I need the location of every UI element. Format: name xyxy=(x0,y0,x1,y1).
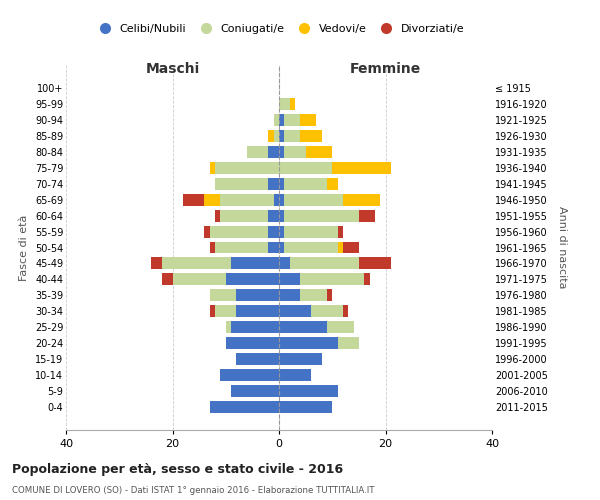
Bar xyxy=(290,98,295,110)
Y-axis label: Anni di nascita: Anni di nascita xyxy=(557,206,567,289)
Text: Femmine: Femmine xyxy=(350,62,421,76)
Bar xyxy=(210,162,215,173)
Bar xyxy=(236,306,279,318)
Bar xyxy=(231,386,279,398)
Bar xyxy=(301,274,364,285)
Bar xyxy=(279,322,327,334)
Bar xyxy=(284,226,338,237)
Bar xyxy=(327,290,332,302)
Bar xyxy=(279,402,332,413)
Bar xyxy=(215,178,268,190)
Bar xyxy=(284,178,327,190)
Bar xyxy=(279,178,284,190)
Bar xyxy=(268,226,279,237)
Bar xyxy=(226,338,279,349)
Bar xyxy=(284,194,343,205)
Bar xyxy=(236,290,279,302)
Bar xyxy=(162,258,231,270)
Bar xyxy=(220,210,268,222)
Bar xyxy=(183,194,205,205)
Bar xyxy=(220,194,274,205)
Bar xyxy=(343,194,380,205)
Bar xyxy=(274,114,279,126)
Bar xyxy=(284,242,338,254)
Bar xyxy=(210,306,215,318)
Bar xyxy=(327,178,338,190)
Bar xyxy=(327,322,353,334)
Bar xyxy=(173,274,226,285)
Bar xyxy=(279,114,284,126)
Bar xyxy=(301,130,322,141)
Bar xyxy=(279,146,284,158)
Bar xyxy=(279,162,332,173)
Bar xyxy=(279,338,338,349)
Bar xyxy=(301,114,316,126)
Text: Popolazione per età, sesso e stato civile - 2016: Popolazione per età, sesso e stato civil… xyxy=(12,462,343,475)
Bar xyxy=(279,194,284,205)
Bar xyxy=(279,242,284,254)
Bar xyxy=(279,354,322,366)
Bar xyxy=(284,130,301,141)
Bar xyxy=(305,146,332,158)
Bar xyxy=(301,290,327,302)
Bar xyxy=(290,258,359,270)
Bar xyxy=(268,146,279,158)
Bar xyxy=(215,242,268,254)
Bar xyxy=(231,258,279,270)
Bar xyxy=(215,210,220,222)
Y-axis label: Fasce di età: Fasce di età xyxy=(19,214,29,280)
Bar xyxy=(279,370,311,382)
Bar xyxy=(332,162,391,173)
Bar xyxy=(274,130,279,141)
Bar xyxy=(279,226,284,237)
Bar xyxy=(226,322,231,334)
Bar xyxy=(210,290,236,302)
Bar xyxy=(215,162,279,173)
Bar xyxy=(268,178,279,190)
Bar xyxy=(364,274,370,285)
Bar xyxy=(274,194,279,205)
Bar xyxy=(338,226,343,237)
Bar xyxy=(220,370,279,382)
Bar xyxy=(279,306,311,318)
Legend: Celibi/Nubili, Coniugati/e, Vedovi/e, Divorziati/e: Celibi/Nubili, Coniugati/e, Vedovi/e, Di… xyxy=(89,20,469,38)
Text: COMUNE DI LOVERO (SO) - Dati ISTAT 1° gennaio 2016 - Elaborazione TUTTITALIA.IT: COMUNE DI LOVERO (SO) - Dati ISTAT 1° ge… xyxy=(12,486,374,495)
Bar xyxy=(338,338,359,349)
Bar xyxy=(226,274,279,285)
Bar xyxy=(268,130,274,141)
Bar xyxy=(279,210,284,222)
Bar xyxy=(279,130,284,141)
Bar xyxy=(284,114,301,126)
Bar xyxy=(247,146,268,158)
Bar xyxy=(279,290,301,302)
Bar xyxy=(359,258,391,270)
Bar xyxy=(279,274,301,285)
Bar xyxy=(268,210,279,222)
Bar xyxy=(162,274,173,285)
Bar xyxy=(279,386,338,398)
Bar xyxy=(343,306,348,318)
Bar xyxy=(210,226,268,237)
Bar xyxy=(284,146,305,158)
Bar xyxy=(231,322,279,334)
Bar xyxy=(279,98,290,110)
Bar xyxy=(284,210,359,222)
Bar xyxy=(210,402,279,413)
Bar xyxy=(311,306,343,318)
Bar xyxy=(338,242,343,254)
Bar xyxy=(236,354,279,366)
Bar xyxy=(359,210,375,222)
Bar xyxy=(205,194,220,205)
Bar xyxy=(343,242,359,254)
Text: Maschi: Maschi xyxy=(145,62,200,76)
Bar xyxy=(205,226,210,237)
Bar xyxy=(268,242,279,254)
Bar xyxy=(151,258,162,270)
Bar xyxy=(210,242,215,254)
Bar xyxy=(279,258,290,270)
Bar xyxy=(215,306,236,318)
